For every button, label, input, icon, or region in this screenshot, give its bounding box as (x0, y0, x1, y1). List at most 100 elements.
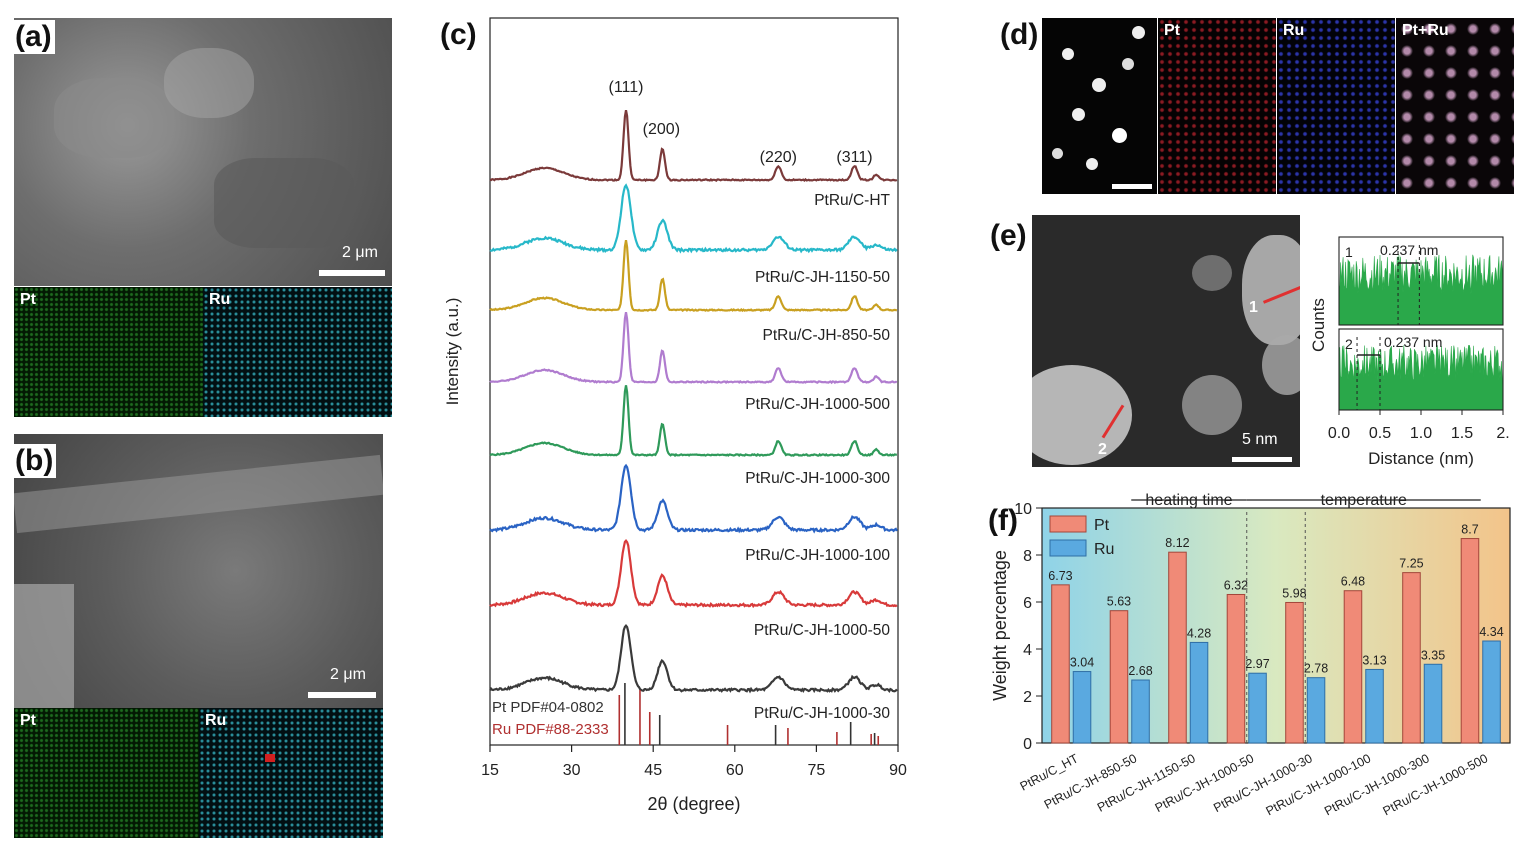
peak-label-c-0: (111) (609, 79, 644, 96)
eds-map-ru-d: Ru (1277, 18, 1395, 194)
scale-bar-b (308, 692, 376, 698)
peak-label-c-3: (311) (836, 149, 872, 166)
series-label-c-6: PtRu/C-JH-1000-50 (754, 622, 890, 639)
bar-label-pt-2: 8.12 (1165, 536, 1189, 550)
xrd-curve-0 (489, 109, 898, 183)
map-label-ru-d: Ru (1283, 22, 1305, 39)
panel-e: (e) 1 2 5 nm 1 0.237 nm 2 0.237 nm 0.0 0.5 1.0… (990, 205, 1522, 475)
y-tick-label-f-2: 4 (1023, 642, 1032, 659)
hrstem-image-e: 1 2 5 nm (1032, 215, 1300, 467)
profile-area-0 (1338, 254, 1504, 326)
bar-ru-3 (1248, 672, 1267, 744)
eds-map-ru-a: Ru (203, 287, 392, 417)
scale-bar-d (1112, 184, 1152, 189)
series-label-c-3: PtRu/C-JH-1000-500 (745, 396, 890, 413)
profile-xtick-label-3: 1.5 (1451, 425, 1473, 442)
bar-label-pt-1: 5.63 (1107, 595, 1131, 609)
profile-xtick-label-0: 0.0 (1328, 425, 1350, 442)
series-label-c-7: PtRu/C-JH-1000-30 (754, 705, 890, 722)
bar-ru-0 (1072, 671, 1092, 744)
panel-c: (c) 15 30 45 60 75 90 2θ (degree) Intensity (a.… (430, 0, 920, 844)
peak-label-c-2: (220) (760, 149, 797, 166)
map-label-pt-a: Pt (20, 291, 36, 308)
map-label-pt-d: Pt (1164, 22, 1180, 39)
bar-label-ru-7: 4.34 (1479, 625, 1503, 639)
x-tick-label-c-1: 30 (563, 762, 581, 779)
bar-pt-3 (1226, 593, 1246, 744)
haadf-image-d (1042, 18, 1157, 194)
y-tick-label-f-3: 6 (1023, 595, 1032, 612)
bar-label-ru-5: 3.13 (1362, 653, 1386, 667)
map-label-ru-b: Ru (205, 712, 227, 729)
bar-pt-0 (1051, 584, 1070, 744)
scale-bar-e (1232, 457, 1292, 462)
heating-time-label: heating time (1145, 492, 1232, 509)
panel-d: (d) Pt Ru Pt+Ru (990, 0, 1520, 200)
series-label-c-5: PtRu/C-JH-1000-100 (745, 547, 890, 564)
bar-ru-7 (1482, 640, 1501, 744)
temperature-label: temperature (1321, 492, 1407, 509)
panel-label-c: (c) (440, 18, 477, 51)
legend-swatch-ru (1049, 539, 1087, 557)
bar-label-ru-1: 2.68 (1128, 664, 1152, 678)
sem-image-b: 2 μm (14, 434, 383, 708)
x-axis-label-c: 2θ (degree) (647, 794, 740, 814)
series-label-c-0: PtRu/C-HT (814, 192, 890, 209)
panel-a: 2 μm Pt Ru (a) (0, 0, 400, 420)
xrd-curve-6 (489, 539, 898, 609)
marker-2: 2 (1098, 441, 1107, 458)
y-axis-label-f: Weight percentage (990, 550, 1010, 701)
xrd-chart: 15 30 45 60 75 90 2θ (degree) Intensity (a.u.) (… (443, 17, 907, 814)
series-label-c-2: PtRu/C-JH-850-50 (763, 327, 891, 344)
x-tick-label-f-7: PtRu/C-JH-1000-500 (1381, 751, 1491, 818)
profile-index-1: 2 (1345, 336, 1353, 352)
peak-label-c-1: (200) (643, 121, 680, 138)
map-label-pt-b: Pt (20, 712, 36, 729)
x-tick-label-f-6: PtRu/C-JH-1000-300 (1322, 751, 1432, 818)
bar-label-pt-3: 6.32 (1224, 578, 1248, 592)
x-tick-label-c-5: 90 (889, 762, 907, 779)
bar-pt-5 (1343, 590, 1363, 744)
ref-label-1: Ru PDF#88-2333 (492, 721, 609, 738)
bar-label-pt-6: 7.25 (1399, 557, 1423, 571)
bar-label-ru-6: 3.35 (1421, 648, 1445, 662)
x-tick-label-c-4: 75 (808, 762, 826, 779)
bar-label-ru-0: 3.04 (1070, 656, 1094, 670)
panel-f: 0 2 4 6 8 10 Weight percentage 6.73 3.04 PtRu/C_H… (980, 478, 1522, 844)
xrd-curve-1 (489, 183, 898, 254)
profile-spacing-1: 0.237 nm (1384, 334, 1442, 350)
bar-ru-1 (1131, 679, 1150, 744)
eds-map-ptru-d: Pt+Ru (1396, 18, 1514, 194)
bar-ru-4 (1306, 677, 1326, 744)
profile-ylabel: Counts (1309, 298, 1328, 352)
eds-map-ru-b: Ru (199, 708, 383, 838)
bar-label-ru-4: 2.78 (1304, 662, 1328, 676)
ref-label-0: Pt PDF#04-0802 (492, 699, 604, 716)
profile-xtick-label-1: 0.5 (1369, 425, 1391, 442)
scale-label-a: 2 μm (342, 244, 378, 261)
bar-pt-4 (1285, 601, 1304, 744)
bar-label-ru-2: 4.28 (1187, 626, 1211, 640)
eds-map-pt-d: Pt (1158, 18, 1276, 194)
y-tick-label-f-4: 8 (1023, 548, 1032, 565)
series-label-c-4: PtRu/C-JH-1000-300 (745, 470, 890, 487)
scale-bar-a (319, 270, 385, 276)
eds-map-pt-a: Pt (14, 287, 203, 417)
xrd-curve-2 (489, 240, 898, 313)
y-axis-label-c: Intensity (a.u.) (443, 298, 462, 406)
series-label-c-1: PtRu/C-JH-1150-50 (755, 269, 890, 286)
bar-ru-2 (1189, 641, 1209, 744)
bar-label-pt-5: 6.48 (1341, 575, 1365, 589)
bar-pt-2 (1168, 551, 1187, 744)
x-tick-label-f-3: PtRu/C-JH-1000-50 (1153, 751, 1257, 815)
x-tick-label-f-5: PtRu/C-JH-1000-100 (1264, 751, 1374, 818)
map-label-ptru-d: Pt+Ru (1402, 22, 1449, 39)
bar-pt-1 (1109, 610, 1129, 744)
y-tick-label-f-1: 2 (1023, 689, 1032, 706)
panel-label-b: (b) (12, 444, 57, 478)
bar-ru-5 (1365, 668, 1384, 744)
xrd-curve-7 (489, 623, 898, 694)
bar-label-pt-4: 5.98 (1282, 586, 1306, 600)
eds-map-pt-b: Pt (14, 708, 199, 838)
